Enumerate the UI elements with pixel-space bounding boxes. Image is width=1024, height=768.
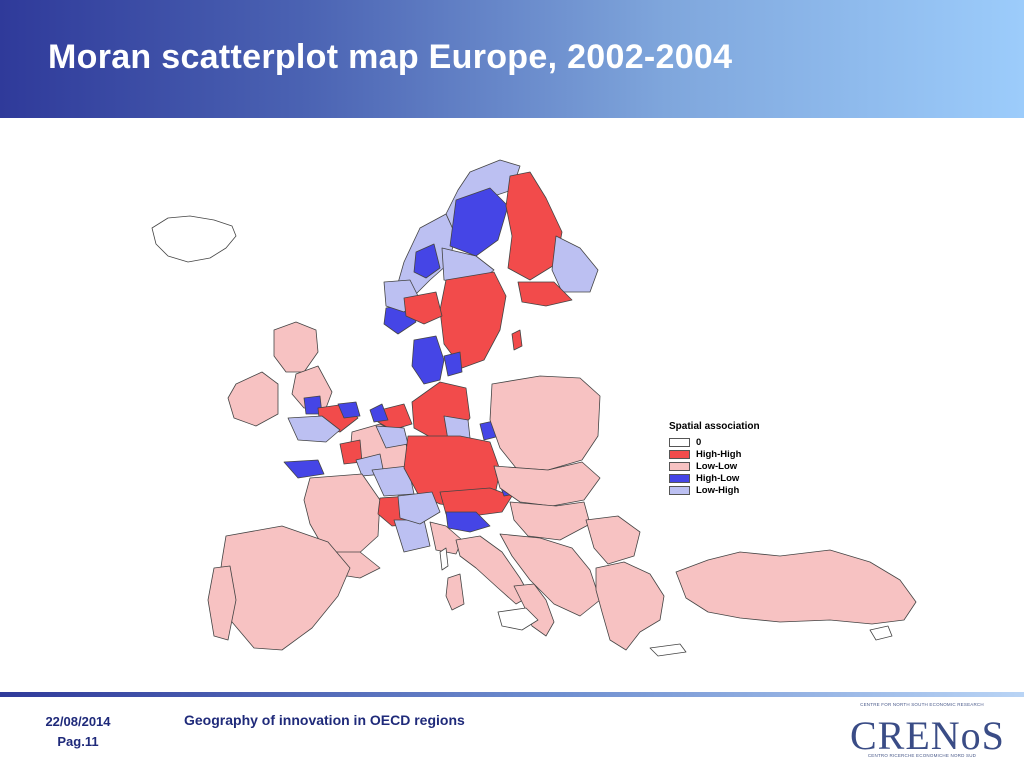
region-denmark-hl	[411, 335, 445, 385]
legend-item-low-low: Low-Low	[669, 460, 779, 472]
footer-page-number: Pag.11	[57, 734, 99, 749]
region-denmark-island-hl	[443, 351, 463, 377]
region-crete	[649, 643, 687, 657]
region-switzerland-lh	[397, 491, 441, 525]
legend-item-high-high: High-High	[669, 448, 779, 460]
region-hungary	[509, 501, 591, 541]
legend-swatch-low-low	[669, 461, 690, 471]
footer-date: 22/08/2014	[45, 714, 111, 729]
region-czech-sk	[493, 461, 601, 507]
logo-name: CRENoS	[850, 713, 1005, 758]
region-england-hl2	[337, 401, 361, 419]
region-greece	[595, 561, 665, 651]
legend-swatch-zero	[669, 437, 690, 447]
region-finland-north	[505, 171, 563, 281]
logo-top-text: CENTRE FOR NORTH SOUTH ECONOMIC RESEARCH	[860, 702, 984, 707]
region-poland	[489, 375, 601, 471]
region-sweden-southwest	[403, 291, 443, 325]
legend-swatch-low-high	[669, 485, 690, 495]
region-finland-east	[551, 235, 599, 293]
region-balkans	[499, 533, 601, 617]
legend-label: High-Low	[696, 472, 740, 484]
region-ireland	[227, 371, 279, 427]
legend-title: Spatial association	[669, 421, 760, 432]
legend-label: Low-Low	[696, 460, 738, 472]
region-nl-hl	[369, 403, 389, 423]
region-sweden-north	[449, 187, 509, 257]
region-gotland	[511, 329, 523, 351]
map-legend: Spatial association 0 High-High Low-Low …	[669, 421, 779, 496]
legend-swatch-high-low	[669, 473, 690, 483]
map-canvas	[151, 159, 917, 657]
region-portugal	[207, 565, 237, 641]
legend-item-high-low: High-Low	[669, 472, 779, 484]
region-cyprus	[869, 625, 893, 641]
footer-divider	[0, 692, 1024, 697]
legend-item-zero: 0	[669, 436, 779, 448]
logo-bottom-text: CENTRO RICERCHE ECONOMICHE NORD SUD	[867, 753, 977, 758]
slide-title: Moran scatterplot map Europe, 2002-2004	[48, 38, 733, 76]
legend-swatch-high-high	[669, 449, 690, 459]
region-romania-bg	[585, 515, 641, 565]
region-england-south	[287, 415, 341, 443]
region-sicily	[497, 607, 539, 631]
slide-header: Moran scatterplot map Europe, 2002-2004	[0, 0, 1024, 118]
region-norway-high-low-1	[413, 243, 441, 279]
region-italy-north-hl	[445, 511, 491, 533]
legend-label: High-High	[696, 448, 742, 460]
region-corsica	[439, 547, 449, 571]
region-scotland	[273, 321, 319, 373]
crenos-logo: CENTRE FOR NORTH SOUTH ECONOMIC RESEARCH…	[846, 700, 1004, 762]
region-france-bretagne-hl	[283, 459, 325, 479]
footer-subtitle: Geography of innovation in OECD regions	[184, 712, 465, 728]
region-iceland	[151, 215, 237, 263]
region-sweden-south	[439, 271, 507, 369]
region-turkey	[675, 549, 917, 625]
legend-label: 0	[696, 436, 702, 448]
europe-map	[0, 118, 1024, 690]
region-spain	[217, 525, 351, 651]
region-sardinia	[445, 573, 465, 611]
legend-label: Low-High	[696, 484, 740, 496]
legend-item-low-high: Low-High	[669, 484, 779, 496]
region-france-southeast-lh	[393, 519, 431, 553]
region-finland-south	[517, 281, 573, 307]
